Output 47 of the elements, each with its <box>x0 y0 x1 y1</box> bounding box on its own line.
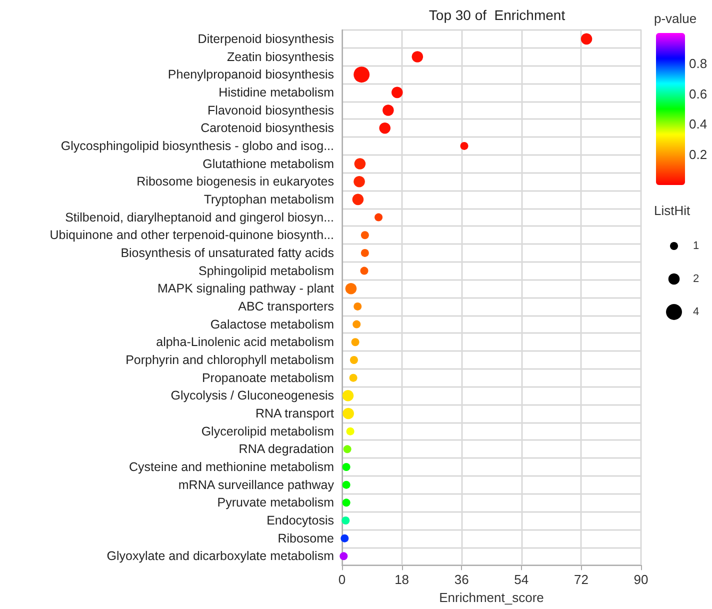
x-tick-label: 36 <box>454 572 469 588</box>
x-tick-label: 72 <box>574 572 588 588</box>
legend-label: 1 <box>693 240 700 252</box>
color-bar-title: p-value <box>654 11 697 26</box>
chart-title: Top 30 of Enrichment <box>428 7 566 23</box>
x-tick-label: 90 <box>634 572 648 588</box>
y-tick-label: Glycolysis / Gluconeogenesis <box>170 388 334 403</box>
y-tick-label: Histidine metabolism <box>218 85 334 100</box>
y-tick-label: Cysteine and methionine metabolism <box>129 460 334 474</box>
y-tick-label: Glutathione metabolism <box>202 156 334 171</box>
y-tick-label: Zeatin biosynthesis <box>226 50 334 64</box>
y-tick-label: Pyruvate metabolism <box>217 496 334 510</box>
y-tick-label: Glyoxylate and dicarboxylate metabolism <box>106 549 334 564</box>
y-tick-label: Diterpenoid biosynthesis <box>198 32 334 46</box>
x-axis-title: Enrichment_score <box>439 590 544 605</box>
y-tick-label: Propanoate metabolism <box>202 370 334 385</box>
legend-label: 4 <box>693 306 700 318</box>
y-tick-label: Ribosome biogenesis in eukaryotes <box>136 174 334 189</box>
color-bar-label: 0.6 <box>689 86 708 102</box>
y-tick-label: Stilbenoid, diarylheptanoid and gingerol biosyn... <box>65 210 334 224</box>
y-tick-label: Endocytosis <box>266 514 334 528</box>
legend-title: ListHit <box>654 203 691 218</box>
x-tick-label: 54 <box>514 572 529 588</box>
color-bar-label: 0.8 <box>689 56 708 71</box>
x-tick-label: 18 <box>394 572 410 588</box>
y-tick-label: Galactose metabolism <box>210 317 334 332</box>
y-tick-label: Tryptophan metabolism <box>204 192 334 206</box>
color-bar-label: 0.4 <box>689 116 708 132</box>
y-tick-label: Biosynthesis of unsaturated fatty acids <box>120 246 334 260</box>
y-tick-label: ABC transporters <box>238 299 334 314</box>
y-tick-label: Porphyrin and chlorophyll metabolism <box>126 352 334 367</box>
y-tick-label: RNA transport <box>255 406 335 420</box>
y-tick-label: alpha-Linolenic acid metabolism <box>156 335 334 350</box>
y-tick-label: Carotenoid biosynthesis <box>200 121 334 136</box>
y-tick-label: Flavonoid biosynthesis <box>208 103 334 118</box>
legend-label: 2 <box>693 273 700 285</box>
y-tick-label: MAPK signaling pathway - plant <box>158 282 335 296</box>
y-tick-label: Glycerolipid metabolism <box>201 424 334 438</box>
y-tick-label: Phenylpropanoid biosynthesis <box>168 68 334 82</box>
y-tick-label: Ubiquinone and other terpenoid-quinone biosynth... <box>50 228 334 242</box>
y-tick-label: mRNA surveillance pathway <box>178 478 335 492</box>
y-tick-label: Sphingolipid metabolism <box>198 264 334 278</box>
y-tick-label: RNA degradation <box>238 442 334 456</box>
y-tick-label: Ribosome <box>278 531 334 546</box>
color-bar-label: 0.2 <box>689 147 708 162</box>
x-tick-label: 0 <box>338 572 346 588</box>
y-tick-label: Glycosphingolipid biosynthesis - globo and isog... <box>60 138 334 153</box>
